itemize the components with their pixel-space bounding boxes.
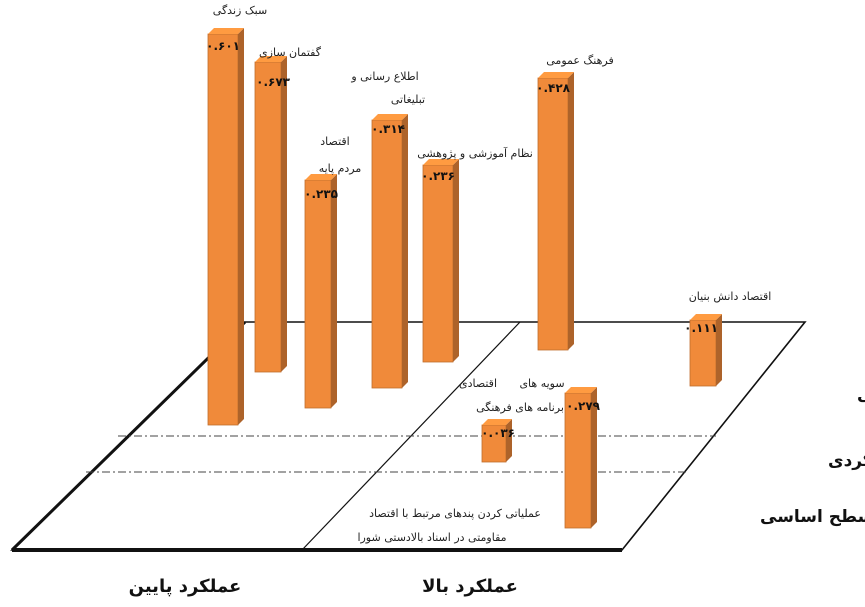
bar-side: [281, 56, 287, 372]
bar-category-label: عملیاتی کردن پندهای مرتبط با اقتصاد: [369, 507, 541, 520]
bars-layer: ۰.۶۰۱ سبک زندگی ۰.۶۷۳ گفتمان سازی ۰.۲۳۵ اقتصا…: [206, 4, 771, 544]
bar-group: ۰.۴۲۸ فرهنگ عمومی: [536, 54, 614, 351]
bar-value-label: ۰.۰۳۶: [481, 426, 515, 440]
bar-value-label: ۰.۲۳۶: [421, 169, 455, 183]
bar: [207, 33, 239, 426]
bar-category-label: اطلاع رسانی و: [350, 70, 418, 83]
bar: [537, 77, 569, 351]
bar-value-label: ۰.۱۱۱: [684, 321, 718, 335]
bar-value-label: ۰.۳۱۴: [371, 122, 405, 136]
bar-top: [565, 387, 597, 393]
bar-group: ۰.۶۷۳ گفتمان سازی: [254, 46, 322, 373]
bar-group: ۰.۳۱۴ اطلاع رسانی و تبلیغاتی: [350, 70, 425, 389]
bar-group: ۰.۲۳۵ اقتصاد مردم پایه: [304, 135, 362, 409]
bar-group: ۰.۱۱۱ اقتصاد دانش بنیان: [684, 290, 772, 387]
bar-group: ۰.۶۰۱ سبک زندگی: [206, 4, 267, 426]
bar-side: [238, 28, 244, 425]
bar-category-label: برنامه های فرهنگی: [476, 401, 564, 414]
bar-side: [716, 314, 722, 386]
bar-group: ۰.۰۳۶ سویه های اقتصادی برنامه های فرهنگی: [459, 377, 565, 463]
bar-side: [453, 159, 459, 362]
bar-category-label: مقاومتی در اسناد بالادستی شورا: [357, 531, 506, 544]
bar-top: [423, 159, 459, 165]
bar-category-label: گفتمان سازی: [259, 46, 322, 59]
x-label-high-performance: عملکرد بالا: [422, 576, 518, 597]
bar-top: [538, 72, 574, 78]
bar: [371, 119, 403, 389]
bar-side: [591, 387, 597, 528]
bar-category-label: سبک زندگی: [213, 4, 267, 17]
bar-category-label: تبلیغاتی: [391, 93, 425, 106]
bar-category-label: اقتصاد دانش بنیان: [689, 290, 772, 303]
level-label-functional: سطح عملکردی: [828, 451, 865, 471]
bar-category-label: اقتصاد: [320, 135, 349, 148]
bar: [254, 61, 282, 373]
bar-category-label: مردم پایه: [319, 162, 362, 175]
bar-value-label: ۰.۲۳۵: [304, 187, 338, 201]
bar-side: [402, 114, 408, 388]
level-label-basic: سطح اساسی: [760, 507, 865, 527]
x-label-low-performance: عملکرد پایین: [129, 576, 242, 597]
bar-side: [568, 72, 574, 350]
bar-category-label: سویه های: [519, 377, 564, 390]
bar-value-label: ۰.۶۷۳: [256, 75, 291, 89]
bar-top: [690, 314, 722, 320]
bar-side: [331, 174, 337, 408]
level-label-motivational: سطح انگیزشی: [857, 384, 865, 405]
bar-top: [372, 114, 408, 120]
bar-value-label: ۰.۴۲۸: [536, 81, 571, 95]
floor-left-edge: [10, 320, 247, 552]
bar: [564, 392, 592, 529]
bar-top: [208, 28, 244, 34]
bar-value-label: ۰.۶۰۱: [206, 39, 240, 53]
bar-top: [255, 56, 287, 62]
bar: [304, 179, 332, 409]
bar: [422, 164, 454, 363]
bar-category-label: اقتصادی: [459, 377, 497, 390]
bar-category-label: نظام آموزشی و پژوهشی: [417, 146, 533, 160]
bar: [689, 319, 717, 387]
bar-category-label: فرهنگ عمومی: [546, 54, 613, 67]
bar-value-label: ۰.۲۷۹: [566, 399, 601, 413]
bar-group: ۰.۲۷۹ عملیاتی کردن پندهای مرتبط با اقتصاد…: [357, 387, 601, 544]
bar-group: ۰.۲۳۶ نظام آموزشی و پژوهشی: [417, 146, 533, 363]
bar-side: [506, 419, 512, 462]
bar-top: [482, 419, 512, 425]
bar-top: [305, 174, 337, 180]
